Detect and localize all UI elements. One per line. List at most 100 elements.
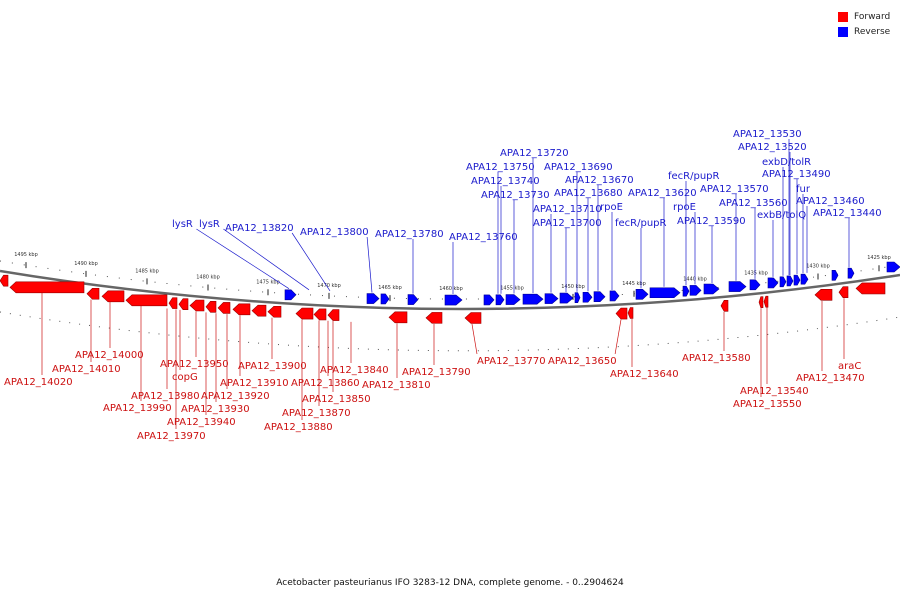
forward-gene-label[interactable]: APA12_13640 [610, 369, 679, 380]
forward-gene-arrow[interactable] [814, 289, 833, 301]
forward-gene-label[interactable]: APA12_13850 [302, 394, 371, 405]
forward-gene-arrow[interactable] [615, 307, 628, 320]
reverse-gene-label[interactable]: APA12_13520 [738, 142, 807, 153]
forward-gene-arrow[interactable] [0, 274, 9, 287]
reverse-gene-arrow[interactable] [444, 294, 463, 306]
forward-gene-label[interactable]: araC [838, 361, 861, 372]
reverse-gene-arrow[interactable] [847, 267, 855, 279]
reverse-gene-label[interactable]: APA12_13590 [677, 216, 746, 227]
forward-gene-arrow[interactable] [327, 309, 340, 321]
forward-gene-label[interactable]: APA12_13870 [282, 408, 351, 419]
forward-gene-label[interactable]: APA12_13810 [362, 380, 431, 391]
reverse-gene-arrow[interactable] [703, 283, 720, 295]
reverse-gene-label[interactable]: APA12_13530 [733, 129, 802, 140]
reverse-gene-label[interactable]: fecR/pupR [615, 218, 667, 229]
forward-gene-label[interactable]: APA12_13540 [740, 386, 809, 397]
reverse-gene-arrow[interactable] [886, 261, 900, 273]
forward-gene-label[interactable]: APA12_13940 [167, 417, 236, 428]
reverse-gene-label[interactable]: lysR [199, 219, 220, 230]
reverse-gene-arrow[interactable] [495, 294, 505, 306]
forward-gene-arrow[interactable] [232, 303, 251, 316]
reverse-gene-label[interactable]: APA12_13690 [544, 162, 613, 173]
reverse-gene-arrow[interactable] [649, 287, 681, 299]
reverse-gene-arrow[interactable] [749, 279, 761, 291]
reverse-gene-arrow[interactable] [522, 293, 544, 305]
forward-gene-label[interactable]: APA12_13970 [137, 431, 206, 442]
forward-gene-label[interactable]: APA12_14000 [75, 350, 144, 361]
reverse-gene-label[interactable]: APA12_13800 [300, 227, 369, 238]
forward-gene-arrow[interactable] [178, 298, 189, 310]
reverse-gene-arrow[interactable] [407, 294, 419, 305]
forward-gene-label[interactable]: APA12_13840 [320, 365, 389, 376]
forward-gene-arrow[interactable] [720, 300, 729, 312]
reverse-gene-label[interactable]: APA12_13820 [225, 223, 294, 234]
forward-gene-label[interactable]: APA12_13580 [682, 353, 751, 364]
reverse-gene-arrow[interactable] [800, 273, 809, 285]
forward-gene-label[interactable]: APA12_14010 [52, 364, 121, 375]
reverse-gene-label[interactable]: APA12_13560 [719, 198, 788, 209]
forward-gene-label[interactable]: APA12_13900 [238, 361, 307, 372]
reverse-gene-arrow[interactable] [366, 293, 380, 304]
forward-gene-arrow[interactable] [388, 311, 408, 324]
forward-gene-arrow[interactable] [205, 300, 217, 313]
reverse-gene-label[interactable]: lysR [172, 219, 193, 230]
reverse-gene-label[interactable]: exbB/tolQ [757, 210, 806, 221]
forward-gene-arrow[interactable] [425, 312, 443, 324]
reverse-gene-arrow[interactable] [635, 288, 649, 300]
forward-gene-label[interactable]: copG [172, 372, 198, 383]
forward-gene-arrow[interactable] [855, 282, 886, 295]
forward-gene-label[interactable]: APA12_13550 [733, 399, 802, 410]
forward-gene-arrow[interactable] [627, 307, 634, 319]
reverse-gene-arrow[interactable] [609, 290, 620, 302]
forward-gene-arrow[interactable] [838, 286, 849, 299]
forward-gene-label[interactable]: APA12_13930 [181, 404, 250, 415]
reverse-gene-arrow[interactable] [284, 289, 297, 301]
reverse-gene-label[interactable]: APA12_13750 [466, 162, 535, 173]
forward-gene-arrow[interactable] [189, 299, 205, 312]
forward-gene-arrow[interactable] [464, 312, 482, 324]
reverse-gene-arrow[interactable] [779, 276, 787, 288]
reverse-gene-label[interactable]: rpoE [673, 202, 696, 213]
reverse-gene-arrow[interactable] [582, 291, 593, 303]
reverse-gene-label[interactable]: APA12_13680 [554, 188, 623, 199]
reverse-gene-label[interactable]: APA12_13700 [533, 218, 602, 229]
forward-gene-label[interactable]: APA12_13790 [402, 367, 471, 378]
reverse-gene-label[interactable]: APA12_13490 [762, 169, 831, 180]
reverse-gene-arrow[interactable] [505, 294, 521, 305]
reverse-gene-arrow[interactable] [483, 294, 495, 306]
forward-gene-label[interactable]: APA12_13980 [131, 391, 200, 402]
reverse-gene-label[interactable]: fecR/pupR [668, 171, 720, 182]
forward-gene-arrow[interactable] [758, 296, 764, 308]
reverse-gene-arrow[interactable] [380, 293, 390, 305]
reverse-gene-label[interactable]: APA12_13570 [700, 184, 769, 195]
forward-gene-arrow[interactable] [125, 294, 168, 307]
forward-gene-label[interactable]: APA12_13860 [291, 378, 360, 389]
reverse-gene-label[interactable]: APA12_13720 [500, 148, 569, 159]
reverse-gene-label[interactable]: exbD/tolR [762, 157, 811, 168]
reverse-gene-arrow[interactable] [831, 270, 839, 281]
reverse-gene-label[interactable]: APA12_13730 [481, 190, 550, 201]
forward-gene-label[interactable]: APA12_13990 [103, 403, 172, 414]
forward-gene-arrow[interactable] [9, 281, 85, 294]
forward-gene-arrow[interactable] [267, 305, 282, 318]
forward-gene-arrow[interactable] [251, 304, 267, 317]
reverse-gene-arrow[interactable] [689, 285, 702, 296]
reverse-gene-label[interactable]: APA12_13440 [813, 208, 882, 219]
forward-gene-arrow[interactable] [168, 297, 178, 309]
reverse-gene-label[interactable]: APA12_13670 [565, 175, 634, 186]
reverse-gene-arrow[interactable] [786, 275, 794, 287]
reverse-gene-label[interactable]: rpoE [600, 202, 623, 213]
forward-gene-label[interactable]: APA12_13950 [160, 359, 229, 370]
reverse-gene-arrow[interactable] [767, 277, 779, 289]
forward-gene-arrow[interactable] [295, 307, 314, 320]
reverse-gene-label[interactable]: APA12_13460 [796, 196, 865, 207]
reverse-gene-arrow[interactable] [793, 274, 801, 286]
forward-gene-arrow[interactable] [763, 295, 769, 308]
reverse-gene-label[interactable]: APA12_13620 [628, 188, 697, 199]
forward-gene-arrow[interactable] [313, 308, 327, 321]
forward-gene-label[interactable]: APA12_14020 [4, 377, 73, 388]
forward-gene-arrow[interactable] [86, 287, 100, 300]
reverse-gene-label[interactable]: APA12_13760 [449, 232, 518, 243]
forward-gene-label[interactable]: APA12_13910 [220, 378, 289, 389]
forward-gene-label[interactable]: APA12_13650 [548, 356, 617, 367]
